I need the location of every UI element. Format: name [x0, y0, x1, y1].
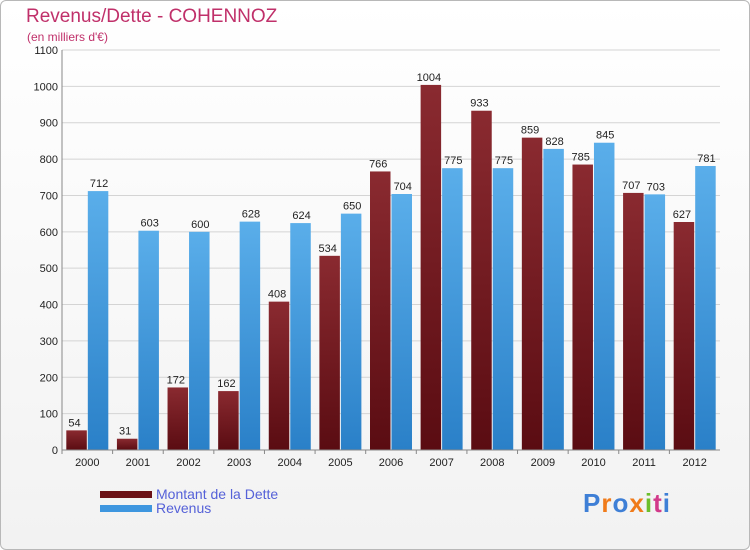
bar-revenus — [189, 231, 210, 450]
bar-dette — [370, 171, 391, 451]
x-tick-label: 2000 — [75, 457, 99, 469]
chart-title: Revenus/Dette - COHENNOZ — [26, 6, 278, 27]
legend-item-revenus: Revenus — [100, 500, 278, 516]
x-tick-label: 2011 — [632, 457, 656, 469]
bar-dette — [420, 84, 442, 450]
y-tick-label: 500 — [40, 263, 58, 275]
bar-revenus — [138, 230, 159, 450]
bar-dette — [319, 255, 340, 450]
bar-revenus — [593, 142, 615, 450]
x-tick-label: 2010 — [581, 457, 605, 469]
y-tick-label: 400 — [40, 300, 58, 312]
y-tick-label: 600 — [40, 227, 58, 239]
bar-revenus — [87, 191, 109, 450]
x-tick-label: 2012 — [682, 457, 706, 469]
logo-letter: t — [653, 488, 663, 518]
logo-letter: P — [583, 488, 602, 518]
y-tick-label: 1100 — [34, 45, 58, 57]
x-tick-label: 2007 — [429, 457, 453, 469]
data-label: 162 — [217, 378, 235, 390]
data-label: 707 — [622, 180, 640, 192]
chart-subtitle: (en milliers d'€) — [27, 30, 108, 44]
data-label: 628 — [242, 209, 260, 221]
bar-dette — [268, 301, 290, 450]
bar-dette — [167, 387, 189, 450]
bar-dette — [66, 430, 87, 450]
bar-revenus — [543, 148, 564, 450]
bar-revenus — [391, 194, 412, 450]
bar-revenus — [442, 168, 463, 450]
bar-dette — [471, 110, 492, 451]
x-tick-label: 2009 — [531, 457, 555, 469]
y-tick-label: 300 — [40, 336, 58, 348]
data-label: 650 — [343, 201, 361, 213]
data-label: 534 — [318, 243, 336, 255]
data-label: 785 — [572, 152, 590, 164]
data-label: 408 — [268, 289, 286, 301]
bar-revenus — [290, 223, 311, 450]
bar-revenus — [340, 213, 362, 450]
data-label: 1004 — [417, 72, 441, 84]
y-tick-label: 700 — [40, 190, 58, 202]
data-label: 704 — [394, 181, 412, 193]
y-tick-label: 900 — [40, 118, 58, 130]
legend: Montant de la Dette Revenus — [100, 486, 279, 516]
legend-item-dette: Montant de la Dette — [100, 486, 279, 502]
logo-letter: i — [662, 488, 671, 518]
data-label: 624 — [292, 210, 310, 222]
x-tick-label: 2004 — [278, 457, 302, 469]
x-tick-label: 2003 — [227, 457, 251, 469]
data-label: 766 — [369, 158, 387, 170]
y-tick-label: 800 — [40, 154, 58, 166]
bar-revenus — [695, 166, 716, 450]
bar-dette — [572, 164, 593, 450]
data-label: 603 — [140, 218, 158, 230]
data-label: 712 — [90, 178, 108, 190]
bar-dette — [673, 222, 695, 450]
y-tick-label: 0 — [52, 445, 58, 457]
data-label: 933 — [470, 98, 488, 110]
x-tick-label: 2001 — [126, 457, 150, 469]
bar-dette — [623, 192, 644, 450]
logo-letter: i — [644, 488, 654, 518]
bar-dette — [218, 391, 239, 450]
data-label: 600 — [191, 219, 209, 231]
x-tick-label: 2002 — [176, 457, 200, 469]
legend-swatch-revenus — [100, 504, 152, 512]
data-label: 828 — [545, 136, 563, 148]
data-label: 781 — [697, 153, 715, 165]
data-label: 775 — [495, 155, 513, 167]
bar-revenus — [492, 168, 514, 450]
data-label: 31 — [119, 426, 131, 438]
x-tick-label: 2008 — [480, 457, 504, 469]
data-label: 54 — [68, 417, 80, 429]
x-tick-label: 2005 — [328, 457, 352, 469]
bar-revenus — [644, 194, 666, 450]
logo-letter: o — [612, 488, 630, 518]
data-label: 172 — [167, 374, 185, 386]
data-label: 775 — [444, 155, 462, 167]
bar-dette — [521, 137, 543, 451]
data-label: 703 — [647, 181, 665, 193]
data-label: 859 — [521, 125, 539, 137]
proxiti-logo: Proxiti — [583, 488, 671, 519]
y-tick-label: 1000 — [34, 81, 58, 93]
data-label: 627 — [673, 209, 691, 221]
data-label: 845 — [596, 130, 614, 142]
logo-letter: r — [601, 488, 613, 518]
logo-letter: x — [629, 488, 645, 518]
y-tick-label: 100 — [40, 409, 58, 421]
bar-dette — [116, 438, 138, 450]
legend-label-dette: Montant de la Dette — [156, 486, 279, 502]
legend-label-revenus: Revenus — [156, 500, 212, 516]
y-tick-label: 200 — [40, 372, 58, 384]
x-tick-label: 2006 — [379, 457, 403, 469]
bar-revenus — [239, 221, 261, 450]
legend-swatch-dette — [100, 490, 152, 498]
